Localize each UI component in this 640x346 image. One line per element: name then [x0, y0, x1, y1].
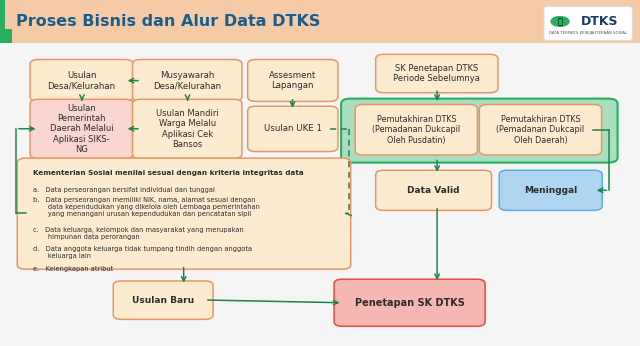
FancyBboxPatch shape	[113, 281, 213, 319]
Text: DATA TERPADU KESEJAHTERAAN SOSIAL: DATA TERPADU KESEJAHTERAAN SOSIAL	[549, 30, 627, 35]
Text: DTKS: DTKS	[581, 15, 619, 28]
FancyBboxPatch shape	[499, 170, 602, 210]
FancyBboxPatch shape	[376, 170, 492, 210]
Polygon shape	[0, 0, 5, 43]
FancyBboxPatch shape	[479, 104, 602, 155]
FancyBboxPatch shape	[544, 7, 632, 40]
FancyBboxPatch shape	[248, 106, 338, 152]
Text: SK Penetapan DTKS
Periode Sebelumnya: SK Penetapan DTKS Periode Sebelumnya	[394, 64, 480, 83]
FancyBboxPatch shape	[376, 54, 498, 93]
FancyBboxPatch shape	[30, 60, 133, 101]
FancyBboxPatch shape	[341, 99, 618, 163]
FancyBboxPatch shape	[355, 104, 477, 155]
FancyBboxPatch shape	[248, 60, 338, 101]
FancyBboxPatch shape	[132, 99, 242, 158]
Text: Pemutakhiran DTKS
(Pemadanan Dukcapil
Oleh Pusdatin): Pemutakhiran DTKS (Pemadanan Dukcapil Ol…	[372, 115, 460, 145]
FancyBboxPatch shape	[132, 60, 242, 101]
Text: d.   Data anggota keluarga tidak tumpang tindih dengan anggota
       keluarga l: d. Data anggota keluarga tidak tumpang t…	[33, 246, 252, 260]
Text: Usulan UKE 1: Usulan UKE 1	[264, 124, 322, 134]
FancyBboxPatch shape	[17, 158, 351, 269]
Text: e.   Kelengkapan atribut: e. Kelengkapan atribut	[33, 266, 113, 272]
Text: Assesment
Lapangan: Assesment Lapangan	[269, 71, 317, 90]
FancyBboxPatch shape	[334, 279, 485, 326]
Text: Usulan
Pemerintah
Daerah Melalui
Aplikasi SIKS-
NG: Usulan Pemerintah Daerah Melalui Aplikas…	[50, 103, 113, 154]
Text: b.   Data perseorangan memiliki NIK, nama, alamat sesuai dengan
       data kepe: b. Data perseorangan memiliki NIK, nama,…	[33, 197, 260, 217]
Text: Meninggal: Meninggal	[524, 186, 577, 195]
Text: Usulan Mandiri
Warga Melalu
Aplikasi Cek
Bansos: Usulan Mandiri Warga Melalu Aplikasi Cek…	[156, 109, 219, 149]
Circle shape	[551, 17, 569, 26]
Text: a.   Data perseorangan bersifat individual dan tunggal: a. Data perseorangan bersifat individual…	[33, 187, 215, 193]
FancyBboxPatch shape	[30, 99, 133, 158]
Text: c.   Data keluarga, kelompok dan masyarakat yang merupakan
       himpunan data : c. Data keluarga, kelompok dan masyaraka…	[33, 227, 244, 239]
Text: Penetapan SK DTKS: Penetapan SK DTKS	[355, 298, 465, 308]
Text: Usulan Baru: Usulan Baru	[132, 295, 195, 305]
FancyBboxPatch shape	[0, 29, 12, 43]
Text: Data Valid: Data Valid	[407, 186, 460, 195]
Text: Musyawarah
Desa/Kelurahan: Musyawarah Desa/Kelurahan	[153, 71, 221, 90]
Text: Usulan
Desa/Kelurahan: Usulan Desa/Kelurahan	[47, 71, 116, 90]
Text: Pemutakhiran DTKS
(Pemadanan Dukcapil
Oleh Daerah): Pemutakhiran DTKS (Pemadanan Dukcapil Ol…	[497, 115, 584, 145]
Text: 🌿: 🌿	[557, 17, 563, 26]
Text: Kementerian Sosial menilai sesuai dengan kriteria integritas data: Kementerian Sosial menilai sesuai dengan…	[33, 170, 304, 176]
FancyBboxPatch shape	[0, 0, 640, 43]
Text: Proses Bisnis dan Alur Data DTKS: Proses Bisnis dan Alur Data DTKS	[16, 14, 321, 29]
